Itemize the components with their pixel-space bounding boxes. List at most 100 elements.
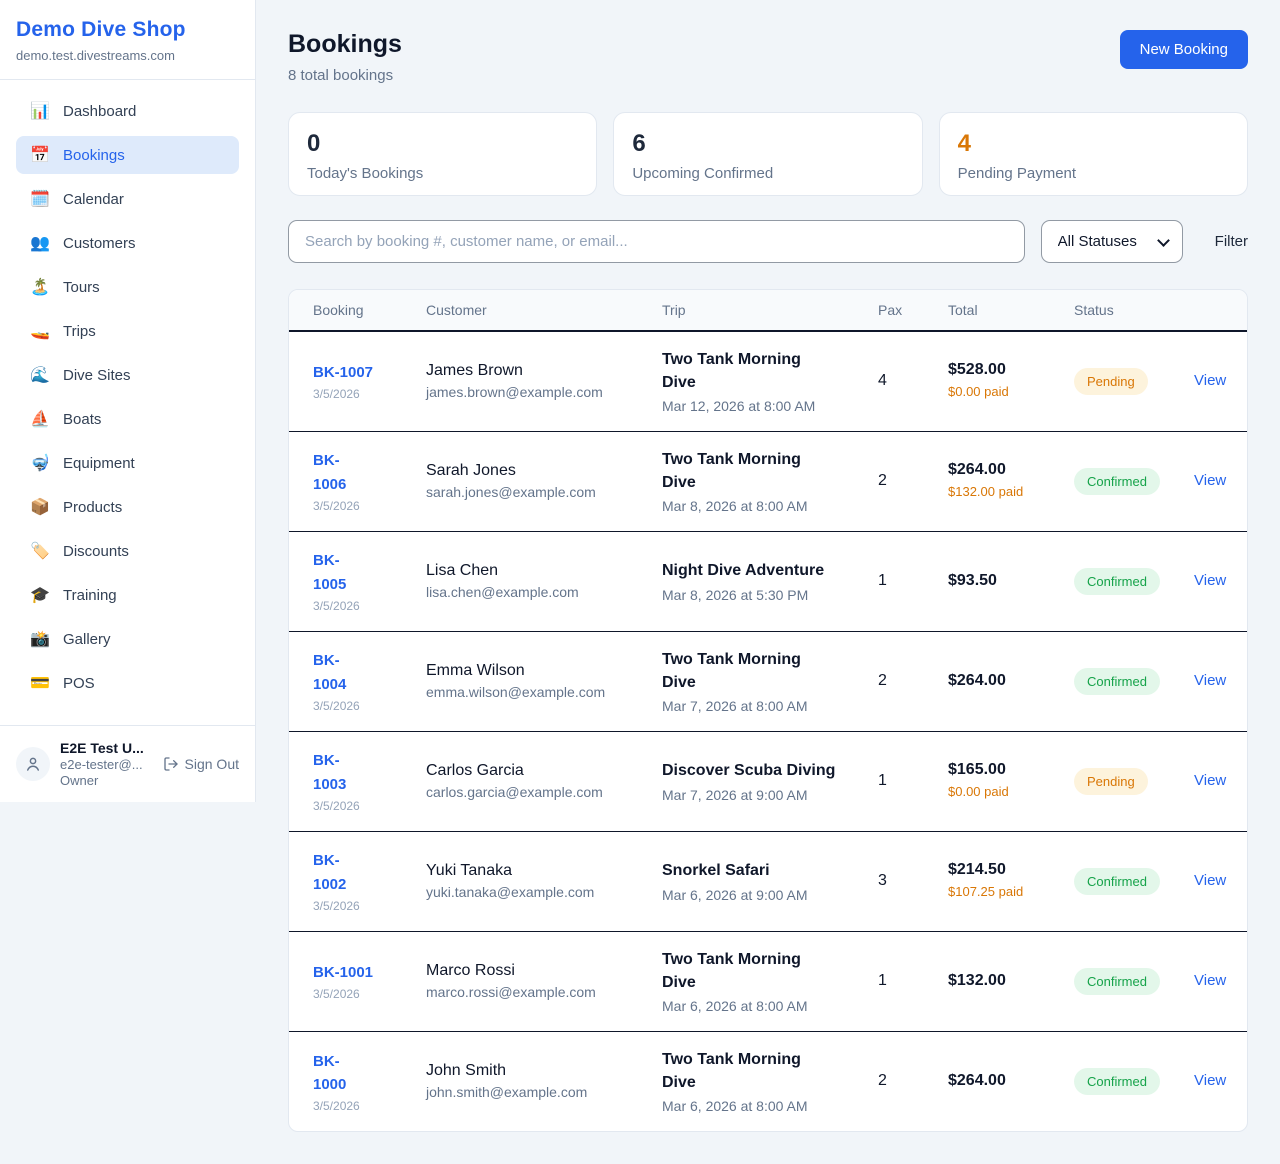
view-link[interactable]: View xyxy=(1194,872,1227,889)
status-badge: Confirmed xyxy=(1074,967,1160,995)
booking-date: 3/5/2026 xyxy=(313,987,360,1002)
sidebar-item-boats[interactable]: ⛵ Boats xyxy=(16,400,239,438)
sidebar-item-label: Customers xyxy=(63,234,136,252)
booking-id-link[interactable]: BK-1007 xyxy=(313,364,374,382)
status-badge: Confirmed xyxy=(1074,567,1160,595)
sidebar-item-label: Training xyxy=(63,586,117,604)
customer-name: Marco Rossi xyxy=(426,962,515,979)
status-badge: Pending xyxy=(1074,367,1148,395)
sidebar-item-dive-sites[interactable]: 🌊 Dive Sites xyxy=(16,356,239,394)
column-header-total: Total xyxy=(948,290,1074,332)
booking-id-link[interactable]: BK-1005 xyxy=(313,552,347,593)
user-name: E2E Test U... xyxy=(60,740,144,756)
booking-id-link[interactable]: BK-1002 xyxy=(313,852,347,893)
boats-icon: ⛵ xyxy=(30,411,50,428)
customer-email: yuki.tanaka@example.com xyxy=(426,884,595,900)
sidebar-item-label: Gallery xyxy=(63,630,111,648)
status-badge: Pending xyxy=(1074,767,1148,795)
sidebar-item-equipment[interactable]: 🤿 Equipment xyxy=(16,444,239,482)
booking-date: 3/5/2026 xyxy=(313,798,360,813)
equipment-icon: 🤿 xyxy=(30,455,50,472)
customer-email: lisa.chen@example.com xyxy=(426,584,579,600)
customer-name: Sarah Jones xyxy=(426,462,516,479)
customer-email: john.smith@example.com xyxy=(426,1084,588,1101)
trip-name: Night Dive Adventure xyxy=(662,562,825,580)
sign-out-button[interactable]: Sign Out xyxy=(163,756,239,772)
customers-icon: 👥 xyxy=(30,235,50,252)
table-row: BK-1001 3/5/2026 Marco Rossi marco.rossi… xyxy=(289,931,1247,1032)
customer-name: John Smith xyxy=(426,1062,507,1080)
trip-name: Discover Scuba Diving xyxy=(662,762,836,780)
sidebar-item-training[interactable]: 🎓 Training xyxy=(16,576,239,614)
column-header xyxy=(1194,290,1247,332)
view-link[interactable]: View xyxy=(1194,572,1227,589)
table-row: BK-1006 3/5/2026 Sarah Jones sarah.jones… xyxy=(289,431,1247,532)
booking-id-link[interactable]: BK-1006 xyxy=(313,452,347,493)
user-role: Owner xyxy=(60,773,99,788)
booking-date: 3/5/2026 xyxy=(313,498,360,513)
pax-count: 1 xyxy=(878,972,887,989)
stat-label: Today's Bookings xyxy=(307,165,424,183)
trip-datetime: Mar 7, 2026 at 8:00 AM xyxy=(662,698,808,715)
view-link[interactable]: View xyxy=(1194,672,1227,689)
status-badge: Confirmed xyxy=(1074,667,1160,695)
search-input[interactable] xyxy=(288,220,1025,263)
view-link[interactable]: View xyxy=(1194,1072,1227,1090)
brand-block: Demo Dive Shop demo.test.divestreams.com xyxy=(0,0,255,80)
table-row: BK-1005 3/5/2026 Lisa Chen lisa.chen@exa… xyxy=(289,531,1247,632)
filter-button[interactable]: Filter xyxy=(1214,233,1248,250)
pax-count: 1 xyxy=(878,772,887,789)
sidebar-item-discounts[interactable]: 🏷️ Discounts xyxy=(16,532,239,570)
stat-value: 6 xyxy=(632,130,646,157)
sidebar-item-customers[interactable]: 👥 Customers xyxy=(16,224,239,262)
view-link[interactable]: View xyxy=(1194,972,1227,989)
total-amount: $214.50 xyxy=(948,860,1006,878)
trip-name: Snorkel Safari xyxy=(662,862,770,880)
sidebar-item-bookings[interactable]: 📅 Bookings xyxy=(16,136,239,174)
table-row: BK-1002 3/5/2026 Yuki Tanaka yuki.tanaka… xyxy=(289,831,1247,932)
sidebar-item-gallery[interactable]: 📸 Gallery xyxy=(16,620,239,658)
booking-id-link[interactable]: BK-1004 xyxy=(313,652,347,693)
stat-card: 0 Today's Bookings xyxy=(288,112,598,196)
page-header: Bookings 8 total bookings New Booking xyxy=(288,30,1248,84)
booking-id-link[interactable]: BK-1000 xyxy=(313,1052,347,1093)
sidebar-item-tours[interactable]: 🏝️ Tours xyxy=(16,268,239,306)
sidebar-item-label: Discounts xyxy=(63,542,129,560)
customer-name: Lisa Chen xyxy=(426,562,499,579)
sidebar-item-products[interactable]: 📦 Products xyxy=(16,488,239,526)
gallery-icon: 📸 xyxy=(30,631,50,648)
view-link[interactable]: View xyxy=(1194,372,1227,390)
user-icon xyxy=(27,757,39,771)
stat-label: Upcoming Confirmed xyxy=(632,165,774,183)
sidebar-item-label: Bookings xyxy=(63,146,125,164)
status-badge: Confirmed xyxy=(1074,1067,1160,1095)
pos-icon: 💳 xyxy=(30,675,50,692)
pax-count: 4 xyxy=(878,372,887,390)
pax-count: 2 xyxy=(878,672,887,689)
booking-id-link[interactable]: BK-1001 xyxy=(313,963,374,981)
avatar xyxy=(16,747,50,781)
sidebar-item-trips[interactable]: 🚤 Trips xyxy=(16,312,239,350)
new-booking-button[interactable]: New Booking xyxy=(1119,30,1248,69)
sidebar-item-label: Dive Sites xyxy=(63,366,131,384)
paid-amount: $0.00 paid xyxy=(948,783,1009,799)
sidebar-item-calendar[interactable]: 🗓️ Calendar xyxy=(16,180,239,218)
dashboard-icon: 📊 xyxy=(30,103,50,120)
brand-name: Demo Dive Shop xyxy=(16,18,186,41)
stat-value: 0 xyxy=(307,130,321,157)
dive-sites-icon: 🌊 xyxy=(30,367,50,384)
status-badge: Confirmed xyxy=(1074,467,1160,495)
sidebar-item-dashboard[interactable]: 📊 Dashboard xyxy=(16,92,239,130)
view-link[interactable]: View xyxy=(1194,772,1227,789)
booking-id-link[interactable]: BK-1003 xyxy=(313,752,347,793)
status-filter-select[interactable]: All Statuses xyxy=(1040,220,1183,263)
trip-datetime: Mar 8, 2026 at 8:00 AM xyxy=(662,498,808,515)
sidebar-item-label: Boats xyxy=(63,410,102,428)
tours-icon: 🏝️ xyxy=(30,279,50,296)
sidebar-item-pos[interactable]: 💳 POS xyxy=(16,664,239,702)
customer-email: sarah.jones@example.com xyxy=(426,484,596,500)
pax-count: 2 xyxy=(878,472,887,489)
stat-label: Pending Payment xyxy=(957,165,1077,183)
trip-datetime: Mar 7, 2026 at 9:00 AM xyxy=(662,786,808,803)
view-link[interactable]: View xyxy=(1194,472,1227,489)
